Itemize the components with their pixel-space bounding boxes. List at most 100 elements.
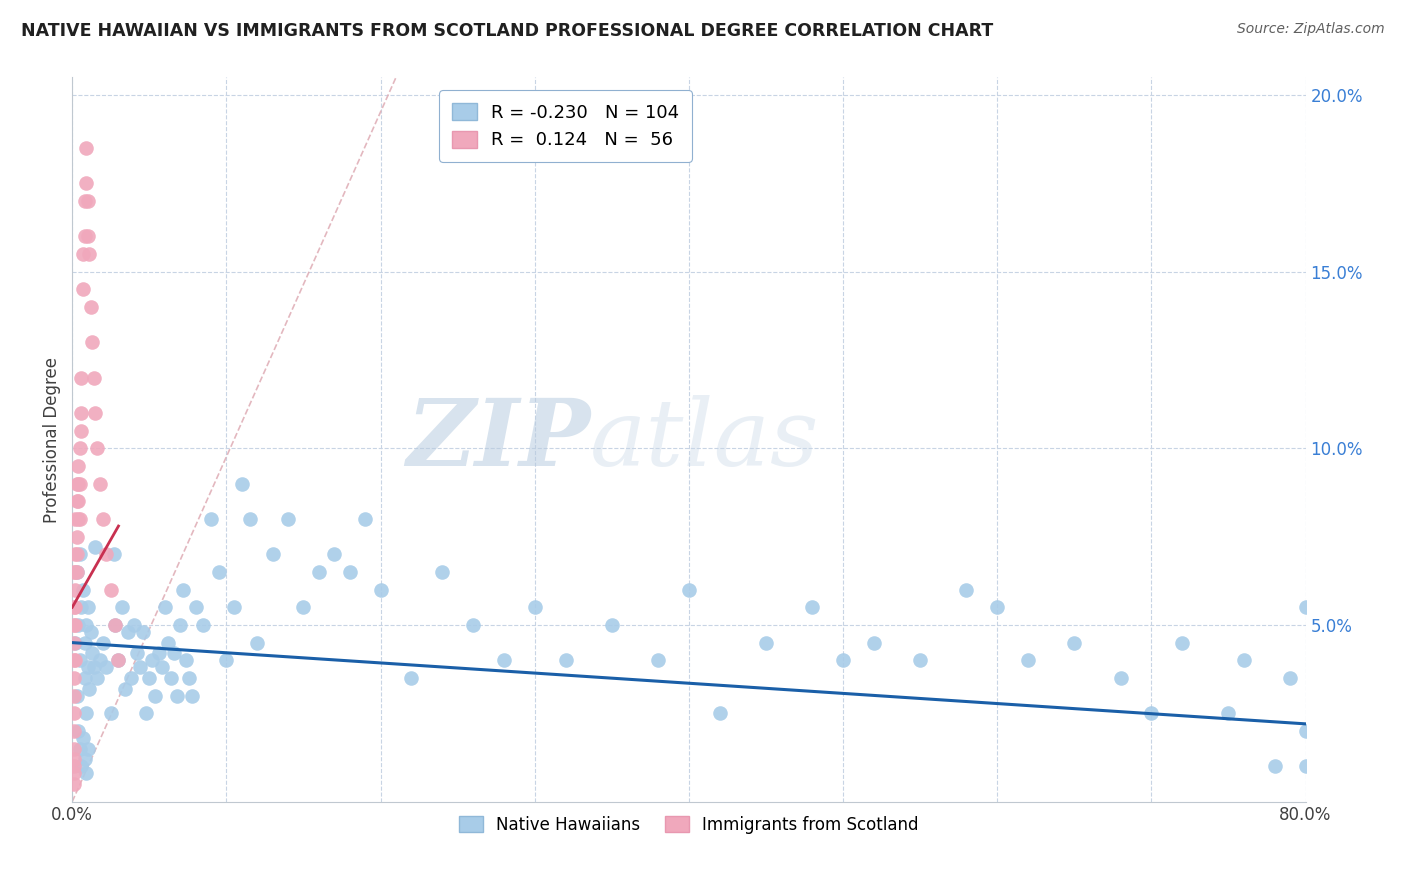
Point xyxy=(169,618,191,632)
Point xyxy=(184,600,207,615)
Point xyxy=(908,653,931,667)
Point xyxy=(67,458,90,473)
Point xyxy=(122,618,145,632)
Point xyxy=(66,530,89,544)
Point xyxy=(647,653,669,667)
Point xyxy=(76,229,98,244)
Point xyxy=(1233,653,1256,667)
Point xyxy=(94,660,117,674)
Point xyxy=(62,759,84,773)
Point xyxy=(89,476,111,491)
Point xyxy=(1279,671,1302,685)
Point xyxy=(62,653,84,667)
Point xyxy=(100,706,122,721)
Point xyxy=(65,635,87,649)
Point xyxy=(709,706,731,721)
Point xyxy=(176,653,198,667)
Point xyxy=(955,582,977,597)
Point xyxy=(70,759,93,773)
Point xyxy=(65,618,87,632)
Point xyxy=(135,706,157,721)
Point xyxy=(103,547,125,561)
Point xyxy=(86,671,108,685)
Point xyxy=(100,582,122,597)
Point xyxy=(160,671,183,685)
Point xyxy=(89,653,111,667)
Point xyxy=(80,300,103,314)
Point xyxy=(339,565,361,579)
Point xyxy=(76,194,98,208)
Point xyxy=(84,541,107,555)
Point xyxy=(370,582,392,597)
Point xyxy=(62,752,84,766)
Point xyxy=(94,547,117,561)
Point xyxy=(66,565,89,579)
Point xyxy=(70,600,93,615)
Text: NATIVE HAWAIIAN VS IMMIGRANTS FROM SCOTLAND PROFESSIONAL DEGREE CORRELATION CHAR: NATIVE HAWAIIAN VS IMMIGRANTS FROM SCOTL… xyxy=(21,22,994,40)
Point xyxy=(678,582,700,597)
Point xyxy=(107,653,129,667)
Point xyxy=(238,512,260,526)
Point xyxy=(69,476,91,491)
Point xyxy=(231,476,253,491)
Point xyxy=(69,442,91,456)
Point xyxy=(554,653,576,667)
Point xyxy=(163,646,186,660)
Point xyxy=(62,766,84,780)
Point xyxy=(354,512,377,526)
Point xyxy=(1140,706,1163,721)
Point xyxy=(104,618,127,632)
Point xyxy=(104,618,127,632)
Point xyxy=(145,689,167,703)
Point xyxy=(179,671,201,685)
Point xyxy=(600,618,623,632)
Point xyxy=(150,660,173,674)
Point xyxy=(125,646,148,660)
Point xyxy=(83,370,105,384)
Point xyxy=(107,653,129,667)
Point xyxy=(75,177,97,191)
Point xyxy=(73,229,96,244)
Point xyxy=(65,547,87,561)
Point xyxy=(67,512,90,526)
Point xyxy=(114,681,136,696)
Point xyxy=(67,723,90,738)
Point xyxy=(156,635,179,649)
Point xyxy=(120,671,142,685)
Point xyxy=(208,565,231,579)
Point xyxy=(492,653,515,667)
Point xyxy=(832,653,855,667)
Point xyxy=(67,618,90,632)
Point xyxy=(461,618,484,632)
Point xyxy=(1218,706,1240,721)
Point xyxy=(73,671,96,685)
Point xyxy=(117,625,139,640)
Point xyxy=(70,370,93,384)
Point xyxy=(148,646,170,660)
Point xyxy=(62,741,84,756)
Point xyxy=(141,653,163,667)
Point xyxy=(69,741,91,756)
Point xyxy=(401,671,423,685)
Point xyxy=(129,660,152,674)
Point xyxy=(72,247,94,261)
Point xyxy=(62,618,84,632)
Point xyxy=(138,671,160,685)
Point xyxy=(62,635,84,649)
Point xyxy=(73,635,96,649)
Point xyxy=(69,512,91,526)
Text: atlas: atlas xyxy=(591,394,820,484)
Point xyxy=(432,565,454,579)
Point xyxy=(1295,723,1317,738)
Point xyxy=(80,625,103,640)
Point xyxy=(82,335,104,350)
Point xyxy=(523,600,546,615)
Legend: Native Hawaiians, Immigrants from Scotland: Native Hawaiians, Immigrants from Scotla… xyxy=(450,806,928,844)
Point xyxy=(1171,635,1194,649)
Point xyxy=(77,681,100,696)
Point xyxy=(62,671,84,685)
Point xyxy=(1109,671,1132,685)
Point xyxy=(75,766,97,780)
Point xyxy=(83,660,105,674)
Point xyxy=(308,565,330,579)
